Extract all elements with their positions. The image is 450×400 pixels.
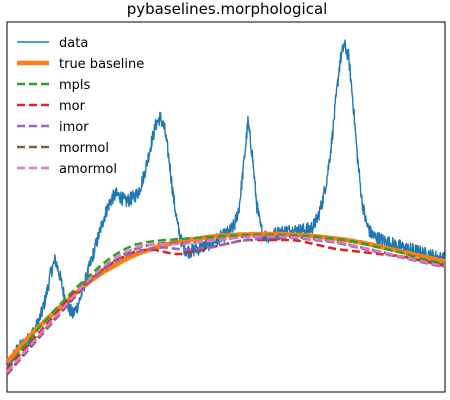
legend-label-mormol: mormol xyxy=(59,141,109,156)
series-layer xyxy=(5,39,446,376)
plot-area xyxy=(5,21,446,393)
legend: data true baseline mpls mor imor mormol amormo… xyxy=(17,36,144,177)
legend-label-true-baseline: true baseline xyxy=(59,57,144,72)
series-line-data xyxy=(6,39,446,370)
legend-label-amormol: amormol xyxy=(59,162,117,177)
series-line-mpls xyxy=(5,233,446,371)
legend-label-mpls: mpls xyxy=(59,78,91,93)
chart-title: pybaselines.morphological xyxy=(127,0,328,18)
legend-label-mor: mor xyxy=(59,99,86,114)
series-line-amormol xyxy=(6,235,446,373)
legend-label-imor: imor xyxy=(59,120,89,135)
axes-frame xyxy=(6,21,446,393)
legend-label-data: data xyxy=(59,36,88,51)
